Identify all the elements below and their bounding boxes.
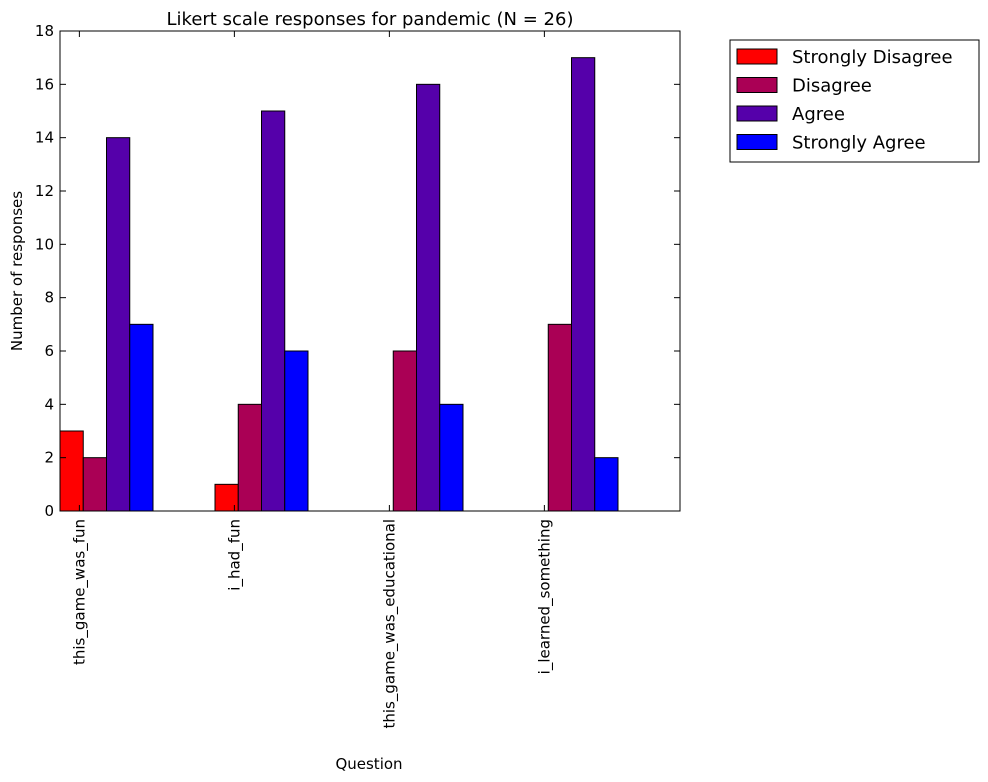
y-tick-label: 0 xyxy=(44,502,54,520)
y-tick-label: 16 xyxy=(35,75,54,93)
y-tick-label: 8 xyxy=(44,289,54,307)
bar-strongly-agree-3 xyxy=(439,403,464,512)
bar-disagree-3 xyxy=(392,350,417,512)
x-axis: this_game_was_fun i_had_fun this_game_was_… xyxy=(70,31,554,729)
y-tick-label: 6 xyxy=(44,342,54,360)
bar-agree-1 xyxy=(106,137,131,512)
legend-label-strongly-disagree: Strongly Disagree xyxy=(792,47,953,68)
x-axis-title: Question xyxy=(335,755,402,773)
x-tick-label-this-game-was-fun: this_game_was_fun xyxy=(70,519,89,665)
bar-agree-4 xyxy=(571,57,596,512)
legend-swatch-agree xyxy=(736,105,778,122)
legend-swatch-disagree xyxy=(736,77,778,93)
y-tick-label: 12 xyxy=(35,182,54,200)
bar-strongly-agree-2 xyxy=(284,350,309,512)
plot-frame xyxy=(59,30,681,512)
x-tick-label-i-learned-something: i_learned_something xyxy=(535,519,554,674)
y-tick-label: 2 xyxy=(44,449,54,467)
y-tick-label: 18 xyxy=(35,22,54,40)
legend: Strongly Disagree Disagree Agree Strongly A… xyxy=(729,39,980,163)
bar-strongly-disagree-1 xyxy=(59,430,84,512)
bar-agree-3 xyxy=(416,83,441,512)
y-tick-label: 4 xyxy=(44,395,54,413)
y-tick-label: 14 xyxy=(35,129,54,147)
bar-disagree-2 xyxy=(237,403,262,512)
bar-agree-2 xyxy=(261,110,286,512)
y-axis-title: Number of responses xyxy=(8,191,26,351)
x-tick-label-i-had-fun: i_had_fun xyxy=(225,519,244,591)
legend-swatch-strongly-agree xyxy=(736,134,778,150)
bar-strongly-agree-1 xyxy=(129,323,154,512)
x-tick-label-this-game-was-educational: this_game_was_educational xyxy=(380,519,399,729)
legend-swatch-strongly-disagree xyxy=(736,48,778,65)
bar-disagree-1 xyxy=(82,457,107,512)
y-tick-label: 10 xyxy=(35,235,54,253)
bar-strongly-agree-4 xyxy=(594,457,619,512)
bars-group xyxy=(59,57,619,512)
chart-title: Likert scale responses for pandemic (N =… xyxy=(167,9,574,30)
legend-label-strongly-agree: Strongly Agree xyxy=(792,133,926,154)
legend-label-disagree: Disagree xyxy=(792,76,872,97)
bar-disagree-4 xyxy=(547,323,572,512)
legend-label-agree: Agree xyxy=(792,104,845,125)
y-axis: 0 2 4 6 8 10 12 14 16 18 xyxy=(35,22,680,520)
